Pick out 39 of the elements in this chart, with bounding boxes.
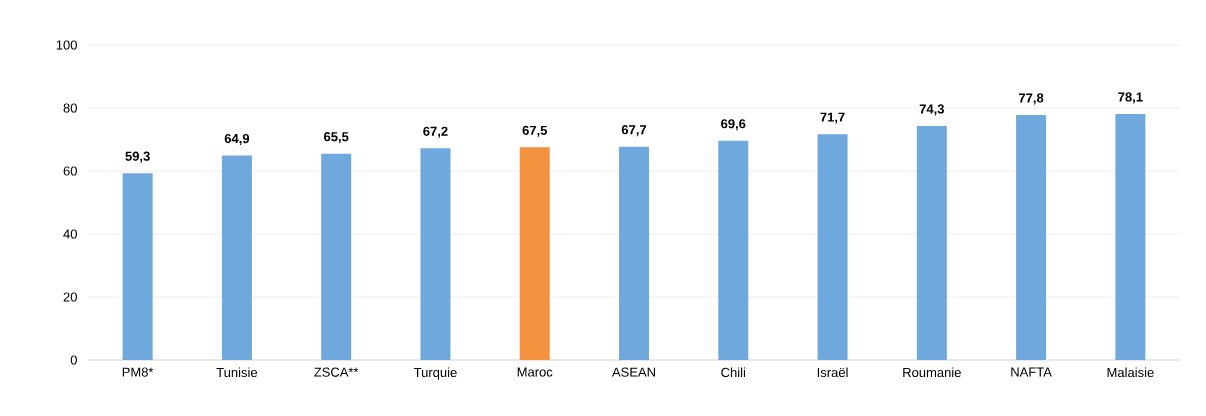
data-label: 77,8 xyxy=(1019,93,1044,105)
x-tick-label: Chili xyxy=(721,367,746,378)
x-tick-label: Maroc xyxy=(517,367,553,377)
bar xyxy=(1016,114,1047,360)
bar xyxy=(1115,113,1146,360)
bar xyxy=(619,146,649,360)
data-label: 67,2 xyxy=(423,126,448,138)
bar xyxy=(519,147,550,360)
data-label: 78,1 xyxy=(1118,92,1143,104)
y-tick-label: 60 xyxy=(63,166,77,176)
data-label: 69,6 xyxy=(721,119,746,131)
bar xyxy=(718,140,749,360)
y-tick-label: 80 xyxy=(63,103,77,113)
bar xyxy=(221,155,252,360)
y-tick-label: 40 xyxy=(63,229,77,239)
bar xyxy=(817,134,848,360)
x-tick-label: Roumanie xyxy=(903,367,961,378)
bar xyxy=(122,173,153,360)
data-label: 71,7 xyxy=(820,112,845,124)
x-tick-label: Malaisie xyxy=(1107,367,1154,378)
bar xyxy=(321,153,352,360)
x-tick-label: NAFTA xyxy=(1011,367,1052,377)
x-tick-label: Turquie xyxy=(413,367,457,380)
x-tick-label: Tunisie xyxy=(216,367,258,378)
x-tick-label: Israël xyxy=(817,367,848,378)
y-tick-label: 100 xyxy=(56,40,77,50)
y-tick-label: 20 xyxy=(63,292,77,302)
bar xyxy=(916,125,947,360)
x-tick-label: ASEAN xyxy=(612,367,655,377)
y-tick-label: 0 xyxy=(70,355,77,365)
x-tick-label: PM8* xyxy=(122,367,154,377)
data-label: 65,5 xyxy=(324,132,349,144)
data-label: 74,3 xyxy=(919,104,945,116)
bar xyxy=(420,148,451,360)
data-label: 59,3 xyxy=(125,151,150,163)
data-label: 64,9 xyxy=(224,133,250,146)
data-label: 67,5 xyxy=(522,125,548,137)
data-label: 67,7 xyxy=(621,125,647,137)
x-tick-label: ZSCA** xyxy=(314,367,359,377)
